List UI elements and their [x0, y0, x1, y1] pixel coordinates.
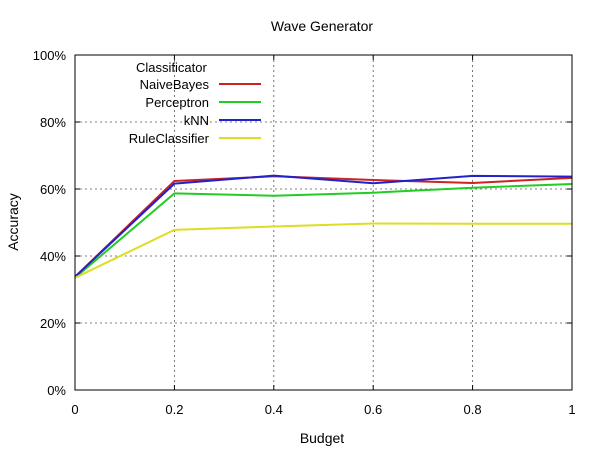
legend-label: NaiveBayes [140, 77, 210, 92]
x-tick-label: 0 [71, 402, 78, 417]
legend-title: Classificator [136, 60, 207, 75]
x-tick-label: 0.8 [464, 402, 482, 417]
grid [75, 55, 572, 390]
y-tick-label: 0% [47, 383, 66, 398]
y-tick-label: 100% [33, 48, 67, 63]
series-lines [74, 174, 573, 279]
y-tick-label: 60% [40, 182, 66, 197]
series-line-knn [74, 174, 573, 278]
legend: Classificator NaiveBayes Perceptron kNN Rul… [129, 60, 261, 146]
series-line-naivebayes [74, 175, 573, 278]
legend-label: Perceptron [145, 95, 209, 110]
y-axis-label: Accuracy [5, 193, 21, 251]
y-tick-label: 40% [40, 249, 66, 264]
series-line-perceptron [74, 183, 573, 279]
legend-label: RuleClassifier [129, 131, 210, 146]
x-tick-label: 1 [568, 402, 575, 417]
y-tick-label: 80% [40, 115, 66, 130]
y-tick-label: 20% [40, 316, 66, 331]
x-tick-label: 0.6 [364, 402, 382, 417]
axis-ticks: 0 0.2 0.4 0.6 0.8 1 0% 20% 40% 60% 80% 100% [33, 48, 576, 417]
series-line-ruleclassifier [74, 222, 572, 279]
chart-title: Wave Generator [271, 18, 374, 34]
x-axis-label: Budget [300, 430, 344, 446]
plot-frame [74, 54, 573, 391]
x-tick-label: 0.2 [165, 402, 183, 417]
x-tick-label: 0.4 [265, 402, 283, 417]
legend-label: kNN [184, 113, 209, 128]
